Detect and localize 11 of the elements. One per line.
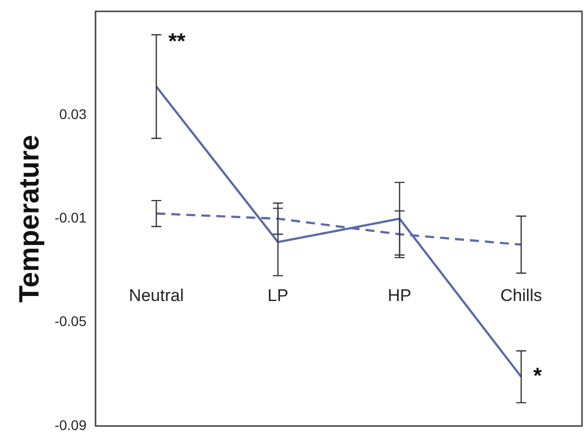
annotation: ** — [168, 28, 186, 54]
x-tick-label: HP — [388, 286, 412, 305]
y-tick-label: -0.01 — [54, 210, 87, 226]
annotation: * — [533, 362, 542, 388]
y-axis-title: Temperature — [14, 134, 45, 302]
x-tick-label: LP — [268, 286, 288, 305]
y-tick-label: -0.05 — [54, 313, 87, 330]
x-tick-label: Neutral — [128, 286, 184, 305]
y-tick-label: -0.09 — [54, 416, 87, 433]
y-tick-label: 0.03 — [59, 106, 87, 122]
x-tick-label: Chills — [500, 286, 542, 305]
